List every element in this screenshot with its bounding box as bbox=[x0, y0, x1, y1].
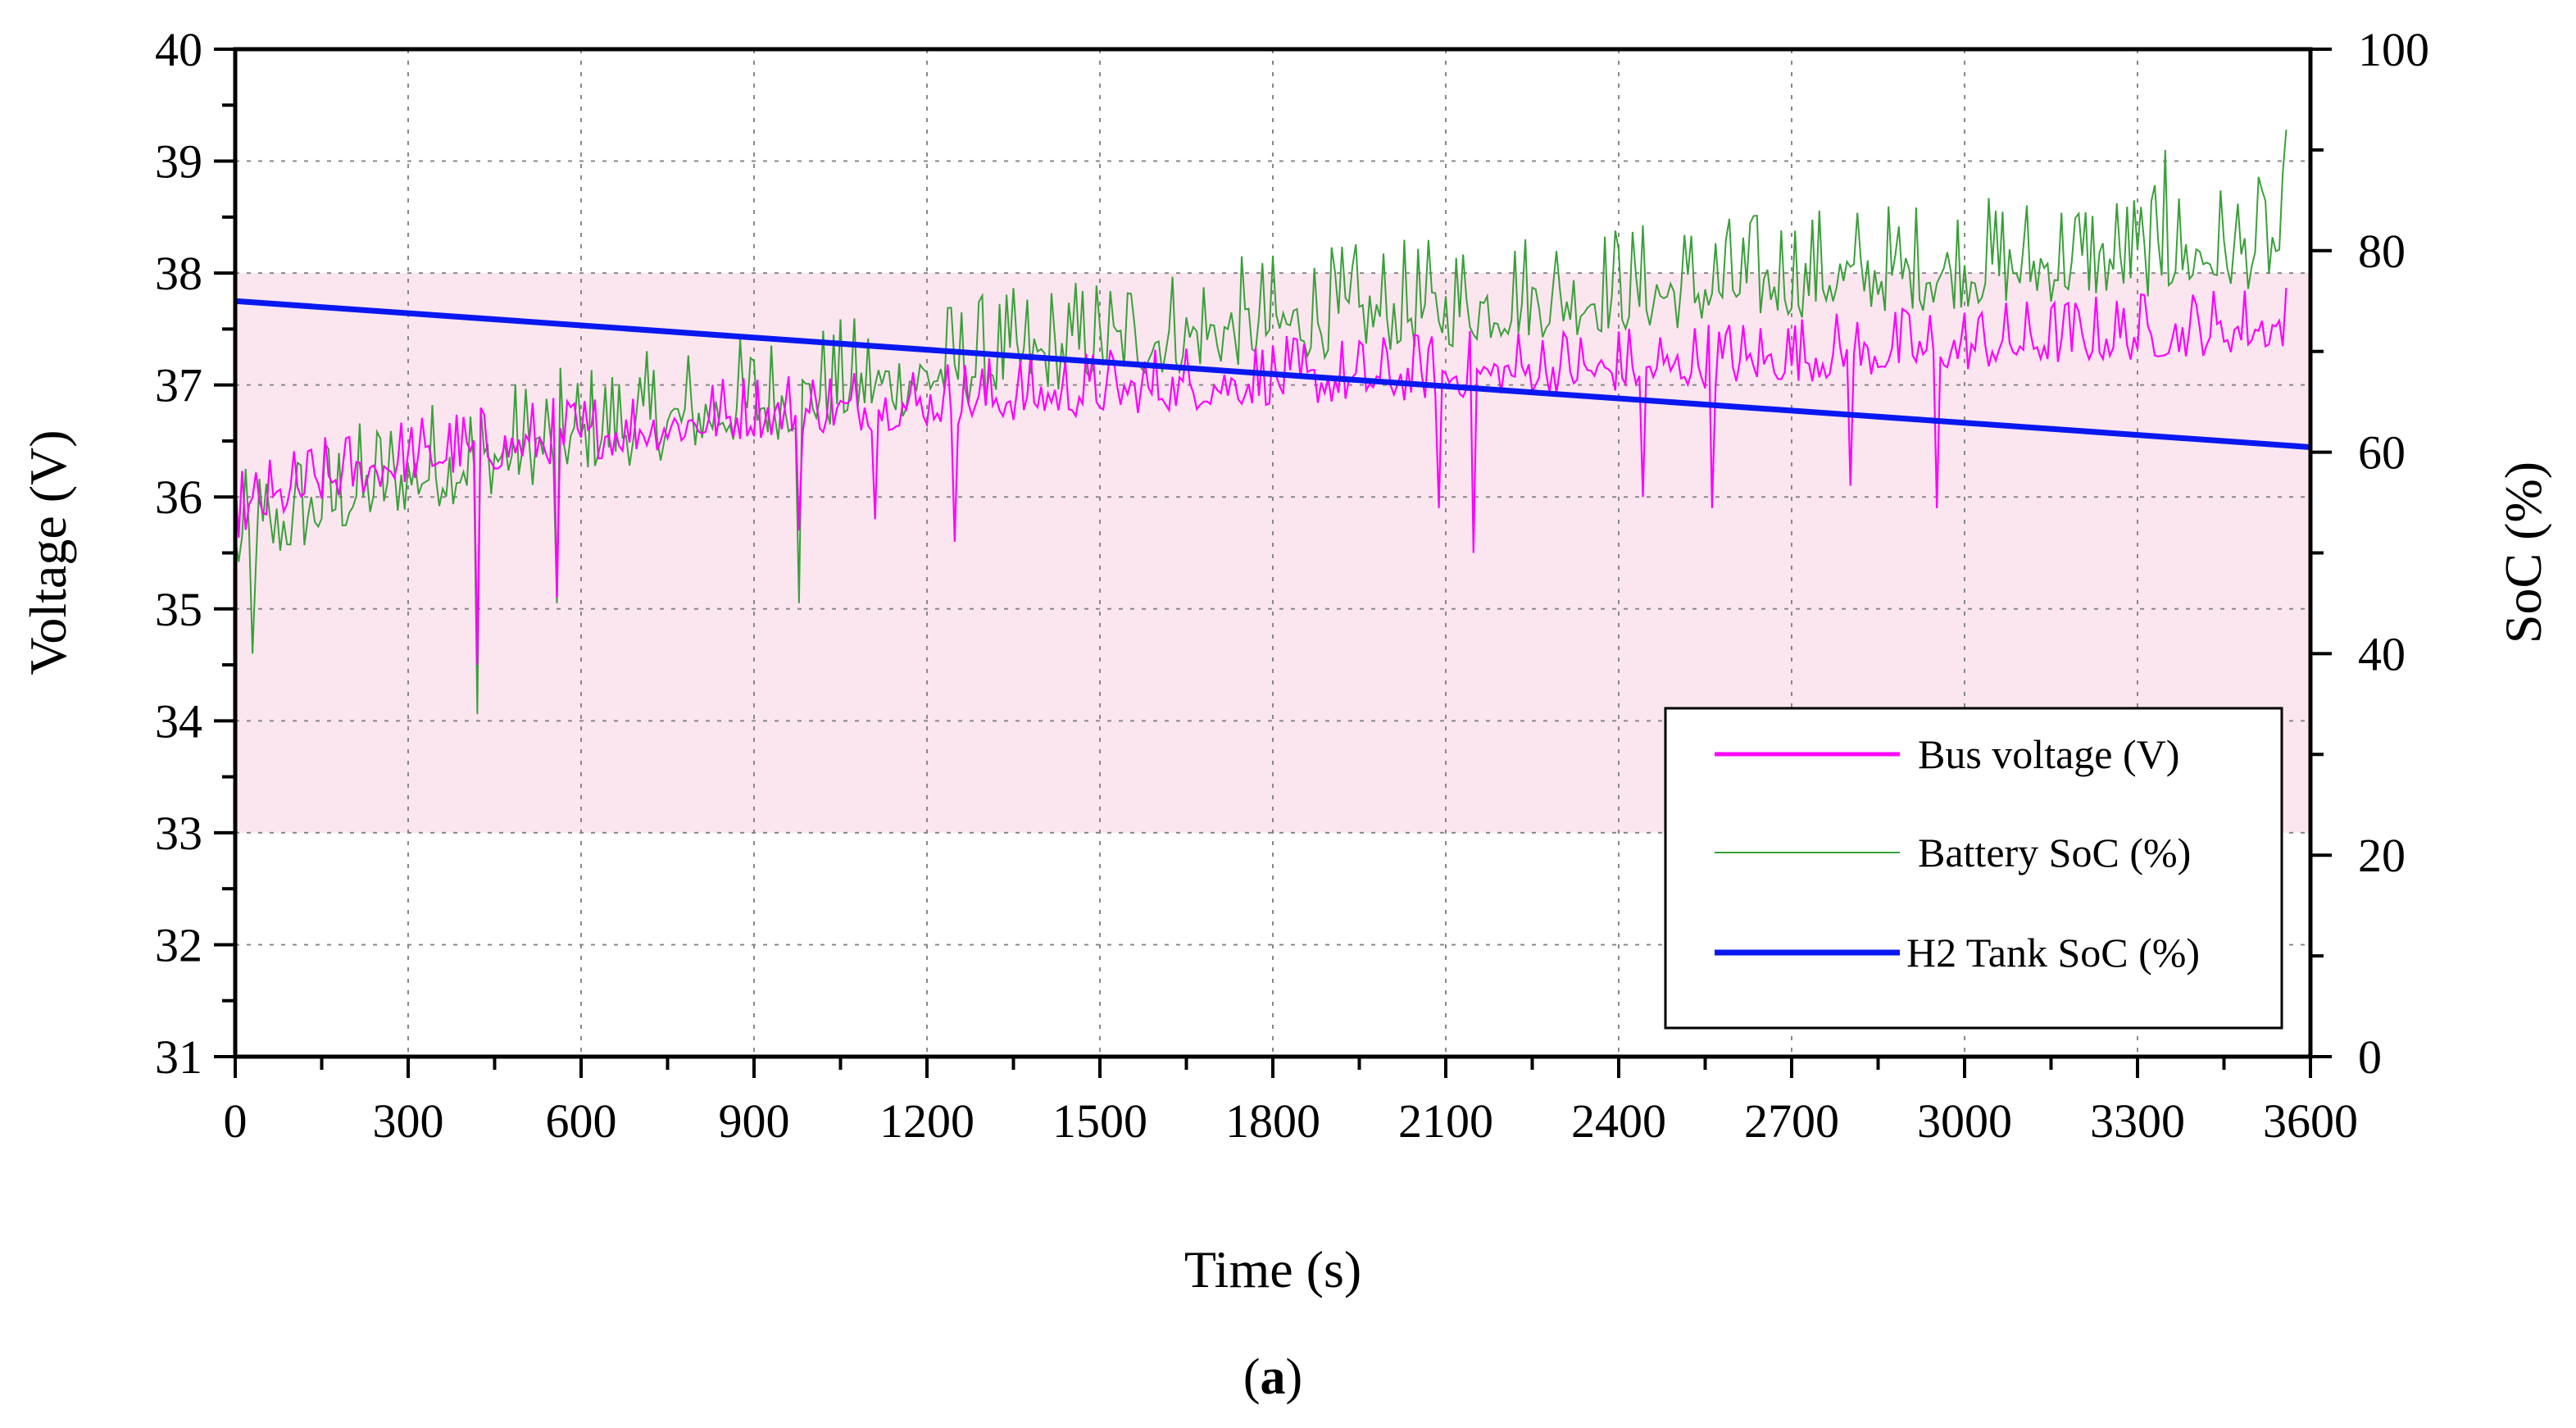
y-left-tick-label: 36 bbox=[155, 471, 202, 524]
x-tick-label: 3600 bbox=[2263, 1094, 2358, 1148]
y-right-tick-label: 60 bbox=[2358, 426, 2406, 480]
y-axis-right-title: SoC (%) bbox=[2494, 462, 2552, 644]
x-tick-label: 600 bbox=[546, 1094, 617, 1148]
legend-label-battery-soc: Battery SoC (%) bbox=[1918, 830, 2191, 875]
y-axis-left-title: Voltage (V) bbox=[19, 430, 77, 675]
x-tick-label: 2700 bbox=[1744, 1094, 1839, 1148]
series-layer bbox=[234, 130, 2311, 715]
x-tick-label: 3000 bbox=[1917, 1094, 2012, 1148]
ticks: 0 300 600 900 1200 1500 1800 2100 2400 2700 3000 33… bbox=[155, 23, 2429, 1148]
x-axis-title: Time (s) bbox=[1184, 1240, 1361, 1298]
x-tick-label: 2100 bbox=[1398, 1094, 1493, 1148]
legend-label-bus-voltage: Bus voltage (V) bbox=[1918, 731, 2179, 777]
y-left-tick-label: 34 bbox=[155, 694, 202, 748]
x-tick-label: 1500 bbox=[1052, 1094, 1147, 1148]
x-tick-label: 300 bbox=[373, 1094, 444, 1148]
y-left-tick-label: 37 bbox=[155, 359, 202, 412]
x-tick-label: 1800 bbox=[1225, 1094, 1320, 1148]
x-tick-label: 900 bbox=[719, 1094, 790, 1148]
legend: Bus voltage (V) Battery SoC (%) H2 Tank … bbox=[1664, 707, 2283, 1030]
y-right-tick-label: 0 bbox=[2358, 1030, 2382, 1084]
legend-box bbox=[1664, 707, 2283, 1030]
series-h2-tank-soc-line bbox=[234, 298, 2311, 450]
x-tick-label: 2400 bbox=[1571, 1094, 1666, 1148]
caption-open-paren: ( bbox=[1243, 1349, 1261, 1405]
y-left-tick-label: 39 bbox=[155, 135, 202, 189]
y-right-tick-label: 80 bbox=[2358, 225, 2406, 278]
x-tick-label: 0 bbox=[224, 1094, 248, 1148]
legend-label-h2-tank-soc: H2 Tank SoC (%) bbox=[1906, 930, 2200, 975]
caption-letter: a bbox=[1261, 1349, 1286, 1405]
y-left-tick-label: 31 bbox=[155, 1030, 202, 1084]
figure-caption: (a) bbox=[1243, 1349, 1302, 1405]
y-left-tick-label: 40 bbox=[155, 23, 202, 76]
y-right-tick-label: 100 bbox=[2358, 23, 2429, 76]
y-left-tick-label: 32 bbox=[155, 918, 202, 971]
caption-close-paren: ) bbox=[1286, 1349, 1303, 1405]
y-right-tick-label: 20 bbox=[2358, 829, 2406, 882]
series-battery-soc-line bbox=[234, 130, 2288, 715]
y-right-tick-label: 40 bbox=[2358, 627, 2406, 680]
y-left-tick-label: 33 bbox=[155, 807, 202, 860]
y-left-tick-label: 35 bbox=[155, 583, 202, 636]
x-tick-label: 3300 bbox=[2090, 1094, 2185, 1148]
x-tick-label: 1200 bbox=[879, 1094, 975, 1148]
y-left-tick-label: 38 bbox=[155, 247, 202, 300]
